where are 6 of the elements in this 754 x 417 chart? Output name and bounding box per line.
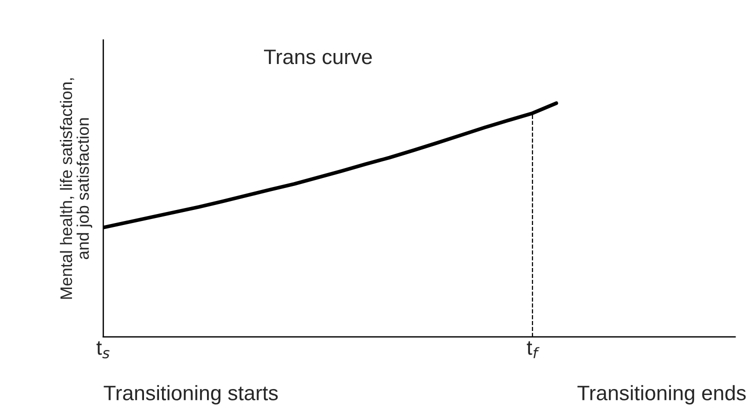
x-tick-label: t$_{f}$ <box>526 341 540 358</box>
chart-title: Trans curve <box>264 50 372 64</box>
y-axis-title: Mental health, life satisfaction, and job satisfaction <box>60 78 92 299</box>
text: Transitioning ends <box>577 385 746 404</box>
x-tick-label: t$_{s}$ <box>96 341 110 358</box>
text: Transitioning starts <box>104 385 278 404</box>
